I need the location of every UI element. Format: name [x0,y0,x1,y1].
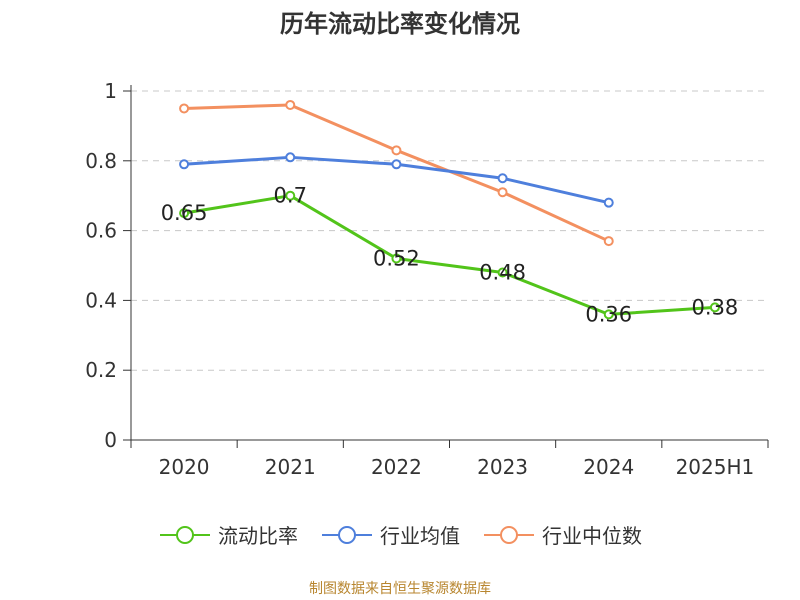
x-tick-label: 2024 [583,455,634,479]
data-point [179,103,190,114]
legend-marker-industry-mean [322,525,372,544]
legend-label-industry-mean: 行业均值 [380,524,460,548]
data-point [603,309,614,320]
x-tick-label: 2025H1 [676,455,755,479]
data-point [603,236,614,247]
y-tick-label: 1 [104,79,117,103]
data-point [497,267,508,278]
legend-item-industry-mean[interactable]: 行业均值 [320,520,460,549]
legend-item-industry-median[interactable]: 行业中位数 [482,520,642,549]
data-label: 0.52 [373,247,420,271]
data-point [391,145,402,156]
legend-item-current-ratio[interactable]: 流动比率 [158,520,298,549]
data-point [179,159,190,170]
y-tick-label: 0 [104,428,117,452]
data-label: 0.38 [692,295,739,319]
series-line [184,103,610,243]
data-label: 0.36 [585,302,632,326]
legend-label-current-ratio: 流动比率 [218,524,298,548]
data-label: 0.65 [161,201,208,225]
legend: 流动比率 行业均值 行业中位数 [0,520,800,549]
x-tick-label: 2022 [371,455,422,479]
legend-marker-industry-median [484,525,534,544]
x-tick-label: 2020 [159,455,210,479]
data-point [391,253,402,264]
y-tick-label: 0.6 [85,219,117,243]
series-line [183,194,716,316]
data-point [285,190,296,201]
legend-marker-current-ratio [160,525,210,544]
data-point [709,302,720,313]
data-point [603,197,614,208]
data-source-note: 制图数据来自恒生聚源数据库 [309,581,491,597]
data-label: 0.7 [274,184,307,208]
x-tick-label: 2023 [477,455,528,479]
data-point [391,159,402,170]
data-point [285,99,296,110]
data-point [497,187,508,198]
y-tick-label: 0.8 [85,149,117,173]
legend-label-industry-median: 行业中位数 [542,524,642,548]
chart-title: 历年流动比率变化情况 [280,10,520,38]
data-point [497,173,508,184]
data-label: 0.48 [479,260,526,284]
x-tick-label: 2021 [265,455,316,479]
data-point [285,152,296,163]
y-tick-label: 0.2 [85,358,117,382]
data-point [179,208,190,219]
y-tick-label: 0.4 [85,288,117,312]
